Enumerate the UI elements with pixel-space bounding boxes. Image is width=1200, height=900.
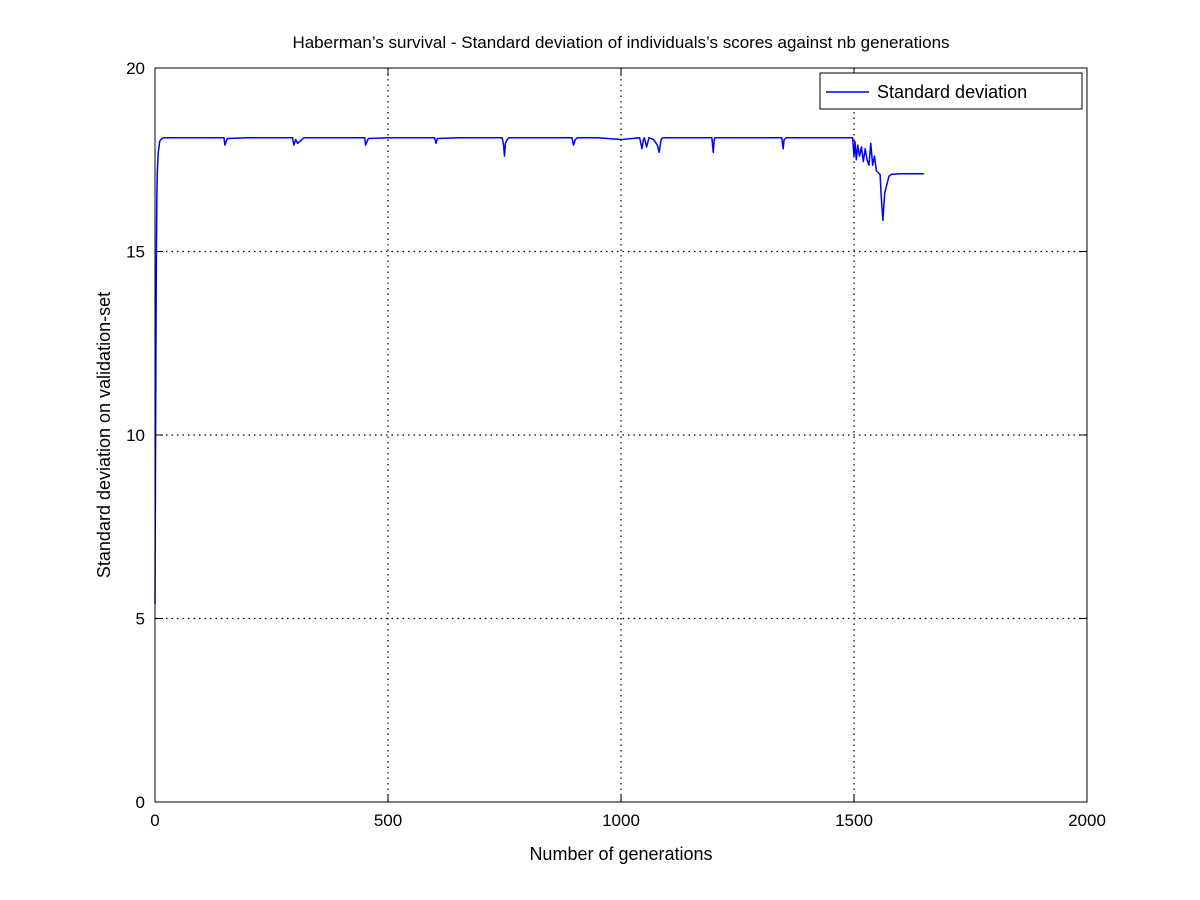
x-tick-label: 2000 (1068, 811, 1106, 830)
legend-label-standard-deviation: Standard deviation (877, 82, 1027, 102)
x-tick-label: 1000 (602, 811, 640, 830)
y-tick-label: 15 (126, 243, 145, 262)
series-lines (154, 136, 924, 604)
y-tick-label: 5 (136, 610, 145, 629)
chart-title: Haberman’s survival - Standard deviation… (292, 33, 949, 52)
y-tick-labels: 0 5 10 15 20 (126, 59, 145, 812)
series-line-standard-deviation (154, 136, 924, 604)
y-tick-label: 20 (126, 59, 145, 78)
y-tick-label: 0 (136, 793, 145, 812)
x-tick-label: 1500 (835, 811, 873, 830)
axis-ticks (154, 67, 1088, 803)
legend: Standard deviation (819, 72, 1083, 110)
legend-box (819, 72, 1083, 110)
grid-lines (155, 68, 1087, 802)
x-tick-label: 500 (374, 811, 402, 830)
x-tick-label: 0 (150, 811, 159, 830)
x-tick-labels: 0 500 1000 1500 2000 (150, 811, 1106, 830)
y-tick-label: 10 (126, 426, 145, 445)
x-axis-title: Number of generations (529, 844, 712, 864)
y-axis-title: Standard deviation on validation-set (94, 292, 114, 578)
